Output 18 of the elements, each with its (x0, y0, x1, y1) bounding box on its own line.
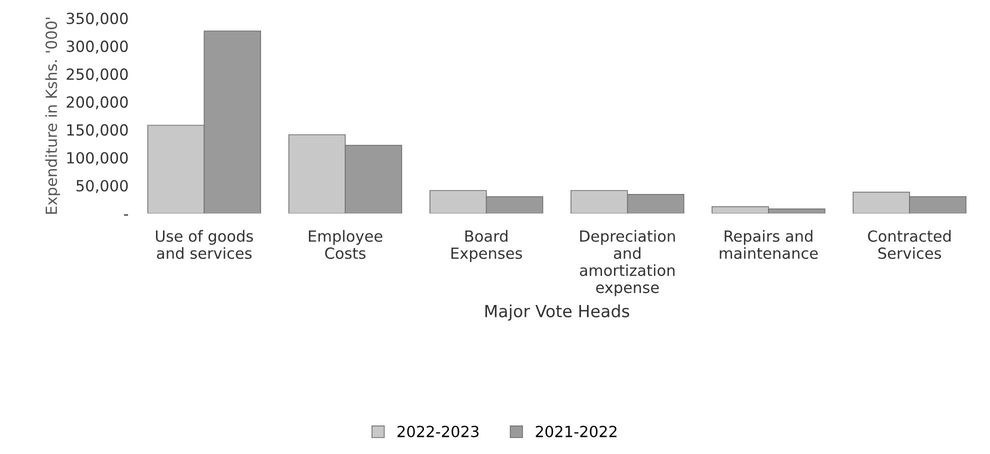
x-axis-title: Major Vote Heads (485, 304, 630, 321)
x-tick-label: Use of goods and services (156, 230, 253, 259)
y-tick-label: 300,000 (66, 40, 128, 54)
x-tick-label: Depreciation and amortization expense (580, 230, 675, 296)
y-tick-label: - (124, 214, 128, 216)
legend-label: 2021-2022 (536, 426, 616, 438)
legend-label: 2022-2023 (398, 426, 478, 438)
y-tick-label: 100,000 (67, 152, 128, 166)
x-tick-label: Employee Costs (308, 230, 382, 259)
x-tick-label: Repairs and maintenance (720, 230, 818, 259)
x-tick-label: Contracted Services (868, 230, 951, 259)
y-tick-label: 200,000 (66, 96, 128, 110)
y-tick-label: 350,000 (66, 12, 128, 26)
y-axis-title: Expenditure in Kshs. '000' (45, 18, 60, 214)
y-tick-label: 250,000 (66, 68, 128, 82)
x-tick-label: Board Expenses (451, 230, 522, 262)
y-tick-label: 50,000 (76, 180, 128, 194)
y-tick-label: 150,000 (67, 124, 128, 138)
